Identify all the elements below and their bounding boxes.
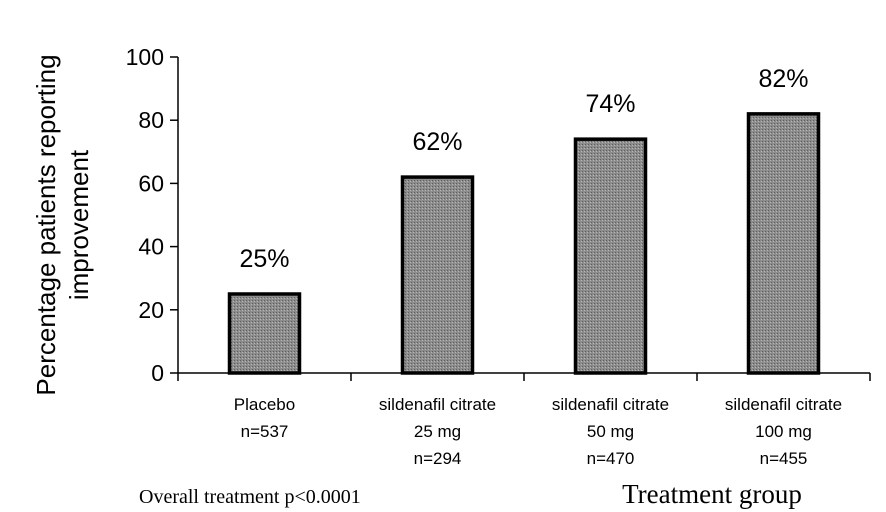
category-label-1-line-1: Placebo: [234, 395, 295, 414]
category-labels: Placebo n=537 sildenafil citrate 25 mg n=294…: [234, 395, 842, 468]
y-axis-title: Percentage patients reporting improvement: [31, 54, 94, 395]
y-tick-label: 60: [138, 170, 164, 196]
y-tick-label: 40: [138, 234, 164, 260]
category-label-2-line-1: sildenafil citrate: [379, 395, 496, 414]
category-label-4-line-3: n=455: [760, 449, 808, 468]
y-axis-title-line-1: Percentage patients reporting: [31, 54, 61, 395]
category-label-2-line-2: 25 mg: [414, 422, 461, 441]
bar-3: [573, 137, 648, 375]
y-tick-label: 80: [138, 107, 164, 133]
category-label-3-line-3: n=470: [587, 449, 635, 468]
data-labels: 25% 62% 74% 82%: [239, 65, 808, 273]
bars: [227, 112, 821, 375]
bar-1: [227, 292, 302, 375]
bar-4: [746, 112, 821, 375]
category-label-3-line-2: 50 mg: [587, 422, 634, 441]
x-axis-title: Treatment group: [622, 479, 802, 509]
footnote: Overall treatment p<0.0001: [139, 486, 361, 508]
data-label-3: 74%: [585, 90, 635, 118]
data-label-2: 62%: [412, 128, 462, 156]
y-axis-title-line-2: improvement: [64, 149, 94, 300]
category-label-4-line-2: 100 mg: [755, 422, 812, 441]
category-label-4-line-1: sildenafil citrate: [725, 395, 842, 414]
category-label-1-line-2: n=537: [241, 422, 289, 441]
y-tick-label: 20: [138, 297, 164, 323]
category-label-3-line-1: sildenafil citrate: [552, 395, 669, 414]
category-label-2-line-3: n=294: [414, 449, 462, 468]
data-label-1: 25%: [239, 245, 289, 273]
bar-2: [400, 175, 475, 375]
y-ticks: 0 20 40 60 80 100: [126, 44, 178, 386]
x-ticks: [177, 373, 871, 381]
y-tick-label: 0: [151, 360, 164, 386]
y-tick-label: 100: [126, 44, 164, 70]
data-label-4: 82%: [758, 65, 808, 93]
